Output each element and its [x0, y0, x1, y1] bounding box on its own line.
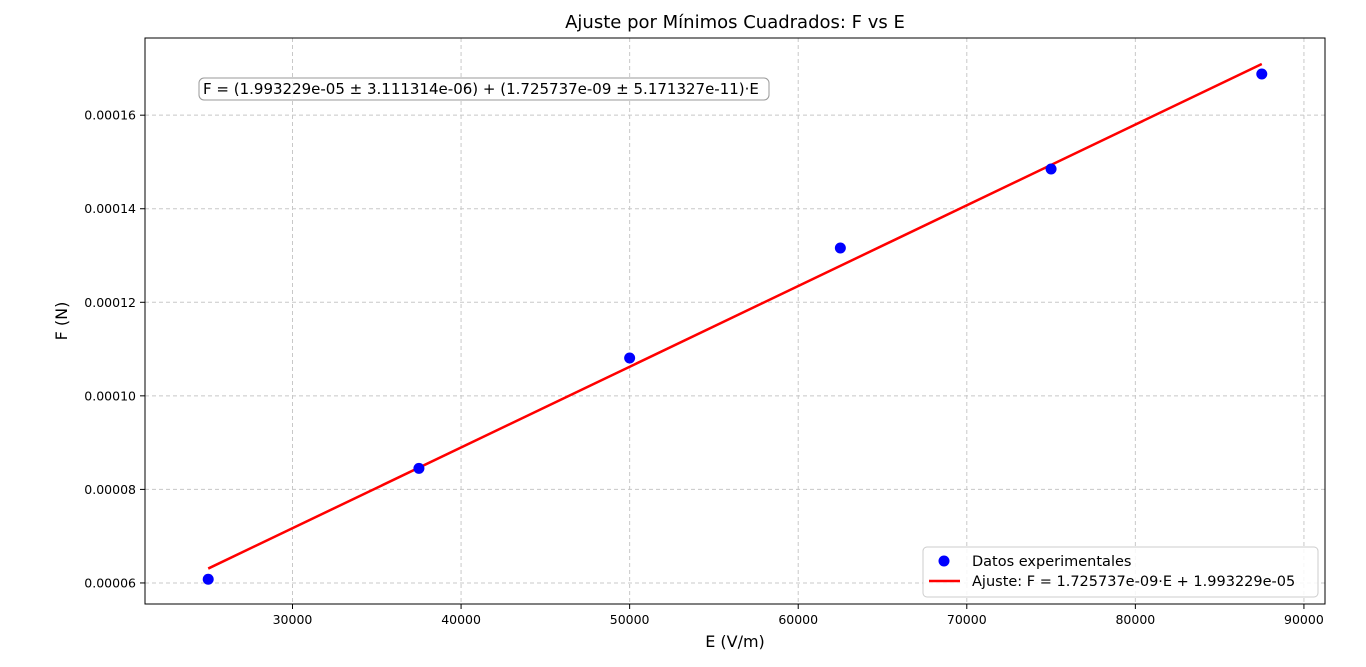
- x-tick-label: 80000: [1115, 612, 1155, 627]
- x-axis-label: E (V/m): [705, 632, 765, 651]
- x-tick-label: 90000: [1284, 612, 1324, 627]
- legend: Datos experimentales Ajuste: F = 1.72573…: [922, 546, 1319, 598]
- x-tick-label: 30000: [273, 612, 313, 627]
- x-tick-label: 40000: [441, 612, 481, 627]
- x-tick-label: 60000: [778, 612, 818, 627]
- y-ticks: 0.00006 0.00008 0.00010 0.00012 0.00014 0.000…: [84, 108, 145, 590]
- y-tick-label: 0.00008: [84, 482, 136, 497]
- legend-frame: [922, 546, 1319, 598]
- data-points-layer: [202, 68, 1268, 585]
- y-axis-label: F (N): [52, 302, 71, 341]
- y-tick-label: 0.00010: [84, 388, 136, 403]
- legend-marker-scatter: [938, 555, 950, 567]
- x-ticks: 30000 40000 50000 60000 70000 80000 90000: [273, 604, 1324, 627]
- y-tick-label: 0.00012: [84, 295, 136, 310]
- grid-layer: [145, 38, 1325, 604]
- fit-line: [207, 62, 1263, 570]
- y-tick-label: 0.00016: [84, 108, 136, 123]
- data-point: [834, 242, 846, 254]
- fit-line-layer: [207, 62, 1263, 570]
- legend-label-line: Ajuste: F = 1.725737e-09·E + 1.993229e-0…: [972, 574, 1295, 590]
- annotation-text: F = (1.993229e-05 ± 3.111314e-06) + (1.7…: [203, 80, 759, 98]
- x-tick-label: 70000: [947, 612, 987, 627]
- data-point: [624, 352, 636, 364]
- data-point: [202, 573, 214, 585]
- x-tick-label: 50000: [610, 612, 650, 627]
- data-point: [1256, 68, 1268, 80]
- y-tick-label: 0.00006: [84, 575, 136, 590]
- chart-title: Ajuste por Mínimos Cuadrados: F vs E: [565, 12, 905, 33]
- legend-label-scatter: Datos experimentales: [972, 554, 1131, 570]
- data-point: [1045, 163, 1057, 175]
- plot-frame: [144, 37, 1326, 605]
- annotation-box: F = (1.993229e-05 ± 3.111314e-06) + (1.7…: [198, 77, 770, 101]
- data-point: [413, 462, 425, 474]
- annotation-frame: [198, 77, 770, 101]
- y-tick-label: 0.00014: [84, 201, 136, 216]
